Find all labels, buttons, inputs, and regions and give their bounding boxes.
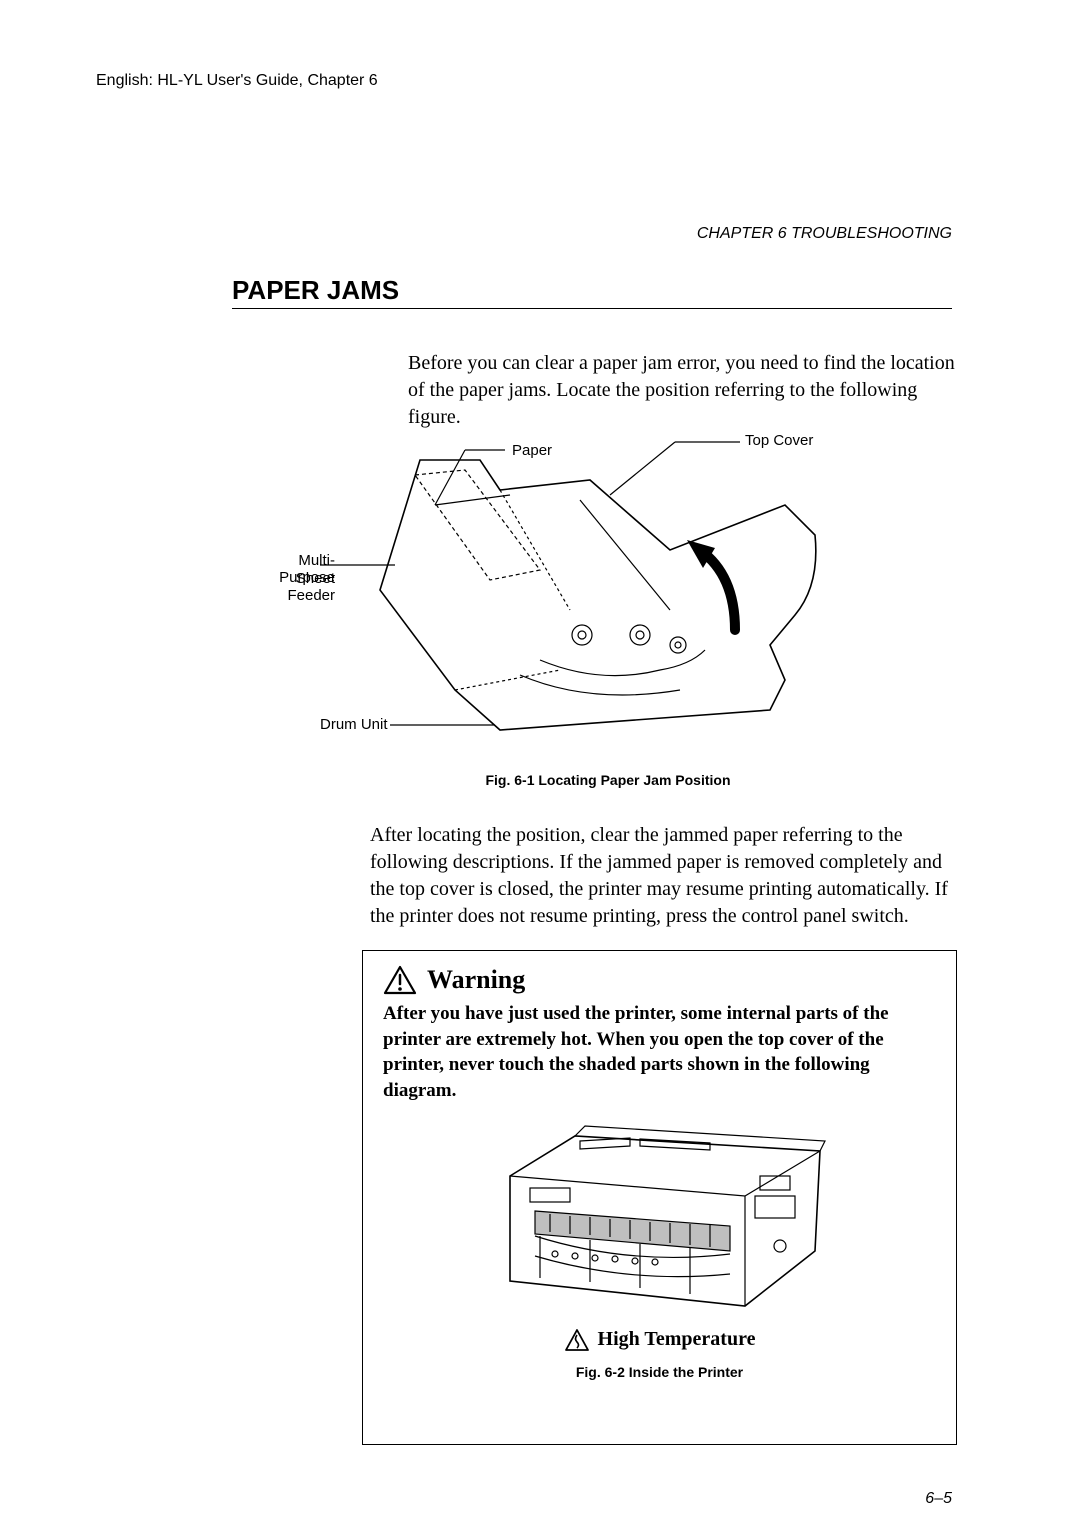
fig1-label-top-cover: Top Cover <box>745 432 813 449</box>
figure-1-diagram <box>240 420 880 750</box>
warning-title: Warning <box>427 965 525 995</box>
high-temperature-label: High Temperature <box>598 1328 756 1351</box>
figure-1-caption: Fig. 6-1 Locating Paper Jam Position <box>408 772 808 788</box>
warning-box: Warning After you have just used the pri… <box>362 950 957 1445</box>
high-temperature-icon <box>564 1328 590 1352</box>
doc-header-title: English: HL-YL User's Guide, Chapter 6 <box>96 72 378 90</box>
warning-icon <box>383 965 417 995</box>
warning-body-text: After you have just used the printer, so… <box>383 1001 936 1104</box>
chapter-label: CHAPTER 6 TROUBLESHOOTING <box>697 225 952 243</box>
section-title: PAPER JAMS <box>232 275 399 306</box>
mid-paragraph: After locating the position, clear the j… <box>370 822 958 930</box>
intro-paragraph: Before you can clear a paper jam error, … <box>408 350 956 431</box>
fig1-label-drum-unit: Drum Unit <box>320 716 388 733</box>
fig1-label-paper: Paper <box>512 442 552 459</box>
fig1-label-multipurpose-2: Sheet Feeder <box>245 570 335 604</box>
figure-2-caption: Fig. 6-2 Inside the Printer <box>383 1364 936 1380</box>
section-rule <box>232 308 952 309</box>
figure-2-diagram <box>480 1116 840 1326</box>
page-number: 6–5 <box>925 1490 952 1508</box>
